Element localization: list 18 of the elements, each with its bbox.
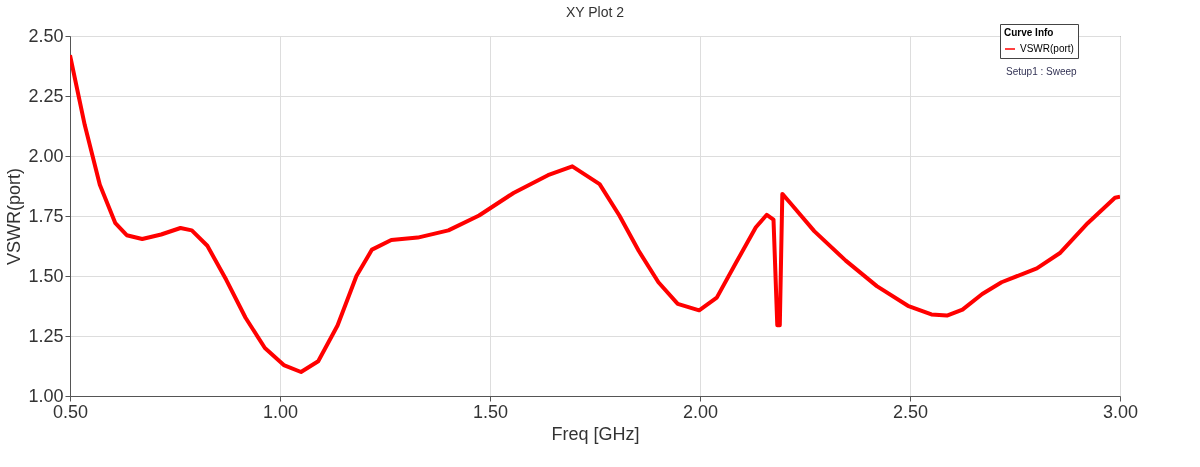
x-tick-label: 2.00 — [682, 401, 719, 422]
y-tick-label: 2.50 — [28, 25, 64, 46]
y-tick-label: 2.25 — [28, 85, 64, 106]
legend-title: Curve Info — [1004, 27, 1054, 38]
x-axis-title: Freq [GHz] — [551, 423, 640, 444]
y-tick-label: 1.25 — [28, 325, 64, 346]
y-tick-label: 2.00 — [28, 145, 64, 166]
annotation: Setup1 : Sweep — [1006, 66, 1078, 77]
x-tick-label: 1.50 — [472, 401, 509, 422]
y-tick-label: 1.50 — [28, 265, 64, 286]
x-tick-label: 3.00 — [1102, 401, 1139, 422]
line-series — [70, 53, 1120, 374]
x-tick-label: 2.50 — [892, 401, 929, 422]
chart-title: XY Plot 2 — [565, 3, 625, 20]
legend-label: VSWR(port) — [1020, 43, 1074, 54]
x-tick-label: 1.00 — [262, 401, 299, 422]
y-tick-label: 1.75 — [28, 205, 64, 226]
y-axis-title: VSWR(port) — [4, 167, 25, 266]
